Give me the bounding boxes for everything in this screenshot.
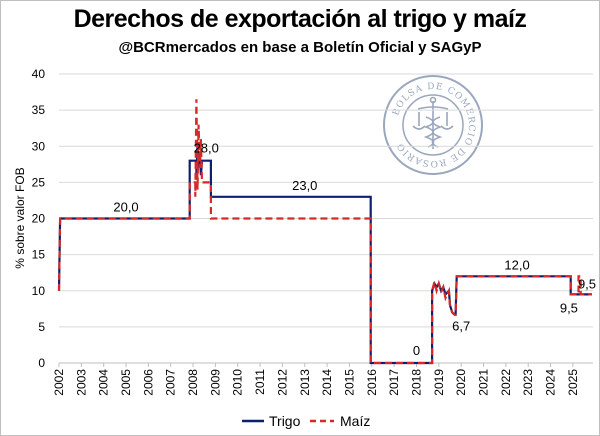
y-tick-label: 5	[38, 320, 45, 334]
y-axis-ticks: 0 5 10 15 20 25 30 35 40	[32, 67, 46, 370]
y-tick-label: 15	[32, 248, 46, 262]
x-tick-label: 2019	[432, 369, 446, 396]
x-axis-ticks: 2002 2003 2004 2005 2006 2007 2008 2009 2010 2011…	[52, 362, 593, 396]
x-tick-label: 2011	[253, 369, 267, 395]
x-tick-label: 2004	[97, 369, 111, 396]
x-tick-label: 2018	[409, 369, 423, 396]
y-tick-label: 0	[38, 356, 45, 370]
y-tick-label: 35	[32, 103, 46, 117]
x-tick-label: 2002	[52, 369, 66, 396]
y-tick-label: 10	[32, 284, 46, 298]
x-tick-label: 2005	[119, 369, 133, 396]
y-tick-label: 25	[32, 175, 46, 189]
caduceus-icon	[412, 96, 454, 149]
x-tick-label: 2017	[387, 369, 401, 396]
data-labels: 20,0 28,0 23,0 0 6,7 12,0 9,59,5	[113, 141, 596, 358]
x-tick-label: 2012	[275, 369, 289, 396]
chart-title: Derechos de exportación al trigo y maíz	[73, 5, 527, 33]
x-tick-label: 2006	[141, 369, 155, 396]
data-label: 28,0	[194, 141, 219, 156]
chart-subtitle: @BCRmercados en base a Boletín Oficial y…	[118, 39, 482, 56]
data-label: 6,7	[452, 319, 470, 334]
series-lines	[57, 99, 592, 365]
x-tick-label: 2009	[208, 369, 222, 396]
series-line-maiz	[57, 99, 592, 365]
data-label: 9,5	[578, 276, 596, 291]
data-label: 23,0	[292, 178, 317, 193]
x-tick-label: 2014	[320, 369, 334, 396]
x-tick-label: 2020	[454, 369, 468, 396]
x-tick-label: 2024	[544, 369, 558, 396]
y-tick-label: 30	[32, 139, 46, 153]
x-tick-label: 2023	[521, 369, 535, 396]
data-label: 20,0	[113, 200, 138, 215]
x-tick-label: 2025	[566, 369, 580, 396]
x-tick-label: 2007	[164, 369, 178, 396]
x-tick-label: 2015	[342, 369, 356, 396]
legend-label-trigo: Trigo	[269, 413, 301, 429]
x-tick-label: 2013	[298, 369, 312, 396]
x-tick-label: 2003	[74, 369, 88, 396]
x-tick-label: 2008	[186, 369, 200, 396]
y-axis-label: % sobre valor FOB	[13, 167, 27, 268]
data-label: 9,5	[560, 300, 578, 315]
y-tick-label: 40	[32, 67, 46, 81]
x-tick-label: 2021	[477, 369, 491, 396]
seal-logo: BOLSA DE COMERCIO DE ROSARIO	[383, 75, 483, 175]
data-label: 0	[413, 343, 420, 358]
y-tick-label: 20	[32, 212, 46, 226]
legend-label-maiz: Maíz	[340, 413, 370, 429]
data-label: 12,0	[504, 257, 529, 272]
legend: Trigo Maíz	[242, 413, 370, 429]
x-tick-label: 2022	[499, 369, 513, 396]
x-tick-label: 2016	[365, 369, 379, 396]
x-tick-label: 2010	[231, 369, 245, 396]
